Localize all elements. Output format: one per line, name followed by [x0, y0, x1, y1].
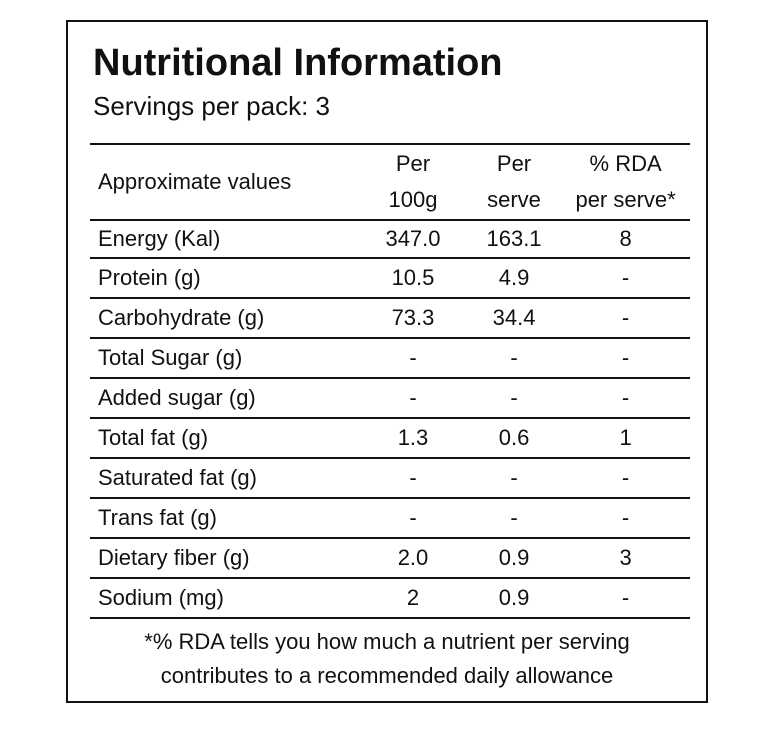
table-row: Trans fat (g) - - - [90, 498, 690, 539]
header-rda-line1: % RDA [589, 151, 662, 176]
header-per-serve-line2: serve [487, 187, 541, 212]
row-per-100g: - [359, 338, 467, 379]
row-name: Total Sugar (g) [90, 338, 360, 379]
row-name: Sodium (mg) [90, 578, 360, 619]
row-rda: - [561, 378, 690, 419]
header-per-serve: Per serve [466, 143, 562, 221]
row-name: Saturated fat (g) [90, 458, 360, 499]
row-per-100g: 73.3 [359, 298, 467, 339]
row-rda: - [561, 258, 690, 299]
table-row: Protein (g) 10.5 4.9 - [90, 258, 690, 299]
header-approximate-values: Approximate values [90, 143, 360, 221]
row-per-serve: - [466, 378, 562, 419]
table-row: Total Sugar (g) - - - [90, 338, 690, 379]
row-rda: - [561, 458, 690, 499]
row-name: Added sugar (g) [90, 378, 360, 419]
header-rda-line2: per serve* [575, 187, 676, 212]
row-per-serve: 0.9 [466, 578, 562, 619]
row-per-serve: - [466, 458, 562, 499]
header-per-100g-line1: Per [395, 151, 431, 176]
table-row: Carbohydrate (g) 73.3 34.4 - [90, 298, 690, 339]
header-per-100g: Per 100g [359, 143, 467, 221]
row-rda: - [561, 298, 690, 339]
row-name: Energy (Kal) [90, 220, 360, 259]
footnote-line-1: *% RDA tells you how much a nutrient per… [144, 629, 630, 654]
row-per-100g: - [359, 498, 467, 539]
row-per-100g: - [359, 458, 467, 499]
label-title: Nutritional Information [93, 42, 503, 84]
servings-per-pack: Servings per pack: 3 [93, 91, 331, 121]
table-row: Total fat (g) 1.3 0.6 1 [90, 418, 690, 459]
row-name: Carbohydrate (g) [90, 298, 360, 339]
row-rda: 8 [561, 220, 690, 259]
rda-footnote: *% RDA tells you how much a nutrient per… [68, 625, 706, 693]
row-per-100g: 2 [359, 578, 467, 619]
table-row: Dietary fiber (g) 2.0 0.9 3 [90, 538, 690, 579]
row-rda: 1 [561, 418, 690, 459]
header-per-serve-line1: Per [496, 151, 532, 176]
row-name: Dietary fiber (g) [90, 538, 360, 579]
header-per-100g-line2: 100g [388, 187, 438, 212]
nutrition-table: Approximate values Per 100g Per serve % … [90, 143, 690, 619]
row-per-100g: 347.0 [359, 220, 467, 259]
row-per-100g: 2.0 [359, 538, 467, 579]
table-row: Energy (Kal) 347.0 163.1 8 [90, 220, 690, 259]
row-per-100g: - [359, 378, 467, 419]
row-per-serve: 4.9 [466, 258, 562, 299]
row-name: Trans fat (g) [90, 498, 360, 539]
table-row: Added sugar (g) - - - [90, 378, 690, 419]
row-per-serve: 163.1 [466, 220, 562, 259]
row-per-100g: 1.3 [359, 418, 467, 459]
row-per-serve: 0.9 [466, 538, 562, 579]
row-per-serve: 0.6 [466, 418, 562, 459]
header-rda: % RDA per serve* [561, 143, 690, 221]
nutrition-label-panel: Nutritional Information Servings per pac… [66, 20, 708, 703]
row-per-serve: - [466, 498, 562, 539]
row-per-serve: 34.4 [466, 298, 562, 339]
row-name: Protein (g) [90, 258, 360, 299]
table-row: Saturated fat (g) - - - [90, 458, 690, 499]
row-per-serve: - [466, 338, 562, 379]
row-name: Total fat (g) [90, 418, 360, 459]
row-per-100g: 10.5 [359, 258, 467, 299]
table-row: Sodium (mg) 2 0.9 - [90, 578, 690, 619]
row-rda: 3 [561, 538, 690, 579]
table-header-row: Approximate values Per 100g Per serve % … [90, 143, 690, 221]
footnote-line-2: contributes to a recommended daily allow… [160, 663, 614, 688]
row-rda: - [561, 578, 690, 619]
row-rda: - [561, 338, 690, 379]
row-rda: - [561, 498, 690, 539]
